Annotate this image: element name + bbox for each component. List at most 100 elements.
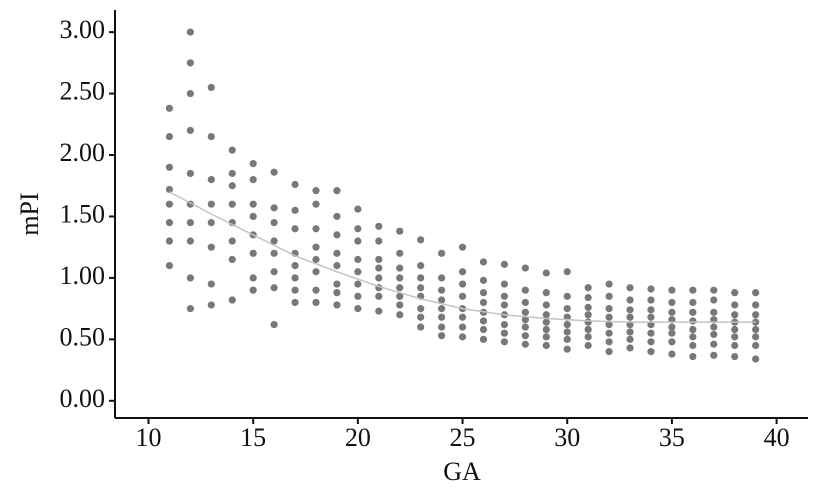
point <box>752 355 760 363</box>
y-tick-label: 1.00 <box>60 261 106 290</box>
point <box>291 206 299 214</box>
point <box>354 205 362 213</box>
point <box>479 298 488 307</box>
point <box>354 292 362 300</box>
point <box>228 146 236 154</box>
point <box>542 333 550 341</box>
point <box>521 286 529 294</box>
point <box>165 104 174 112</box>
point <box>249 274 257 282</box>
point <box>500 292 509 300</box>
point <box>647 306 655 314</box>
point <box>521 264 529 272</box>
point <box>333 262 341 270</box>
point <box>479 289 488 297</box>
point <box>186 219 194 227</box>
point <box>479 258 488 266</box>
point <box>249 212 257 221</box>
point <box>479 276 488 284</box>
point <box>186 28 194 36</box>
point <box>752 289 760 297</box>
point <box>354 305 362 313</box>
point <box>458 268 467 276</box>
point <box>186 126 194 135</box>
point <box>458 323 467 331</box>
point <box>165 219 174 227</box>
point <box>605 280 613 288</box>
point <box>626 335 634 343</box>
point <box>312 286 320 294</box>
point <box>207 301 215 309</box>
point <box>396 284 404 292</box>
point <box>312 200 320 208</box>
point <box>647 338 655 346</box>
point <box>165 132 174 141</box>
point <box>438 332 446 340</box>
point <box>375 307 383 315</box>
point <box>396 264 404 272</box>
point <box>333 301 341 309</box>
point <box>249 200 257 208</box>
point <box>731 325 739 334</box>
point <box>396 249 404 257</box>
point <box>312 243 320 251</box>
point <box>396 311 404 319</box>
point <box>731 289 739 297</box>
point <box>312 225 320 233</box>
point <box>458 292 467 300</box>
point <box>354 255 362 264</box>
point <box>647 296 655 304</box>
point <box>731 311 739 319</box>
point <box>605 338 613 346</box>
point <box>668 329 676 337</box>
point <box>605 305 613 313</box>
point <box>752 325 760 334</box>
point <box>375 237 383 245</box>
point <box>752 311 760 319</box>
point <box>396 292 404 300</box>
point <box>207 219 215 227</box>
point <box>291 286 299 294</box>
point <box>563 328 571 336</box>
x-tick-label: 15 <box>240 423 266 452</box>
point <box>647 313 655 321</box>
point <box>689 286 697 294</box>
y-tick-label: 0.00 <box>60 384 106 413</box>
point <box>500 321 509 329</box>
point <box>438 313 446 321</box>
point <box>668 350 676 358</box>
point <box>689 325 697 334</box>
point <box>689 317 697 325</box>
x-tick-label: 20 <box>345 423 371 452</box>
point <box>710 286 718 294</box>
point <box>270 284 278 292</box>
point <box>270 268 278 276</box>
point <box>291 298 299 307</box>
point <box>521 308 529 316</box>
point <box>626 284 634 292</box>
point <box>354 280 362 288</box>
point <box>165 262 174 270</box>
point <box>668 286 676 294</box>
point <box>479 335 488 343</box>
point <box>521 323 529 331</box>
point <box>731 301 739 309</box>
point <box>500 260 509 268</box>
point <box>270 219 278 227</box>
x-tick-label: 30 <box>554 423 580 452</box>
point <box>752 301 760 309</box>
point <box>270 168 278 176</box>
point <box>375 274 383 282</box>
x-tick-label: 40 <box>764 423 790 452</box>
x-tick-label: 10 <box>135 423 161 452</box>
point <box>186 305 194 313</box>
point <box>752 341 760 350</box>
point <box>249 286 257 294</box>
point <box>207 243 215 251</box>
point <box>584 293 592 302</box>
point <box>689 333 697 341</box>
point <box>563 268 571 276</box>
point <box>291 225 299 233</box>
point <box>689 352 697 361</box>
point <box>228 296 236 304</box>
